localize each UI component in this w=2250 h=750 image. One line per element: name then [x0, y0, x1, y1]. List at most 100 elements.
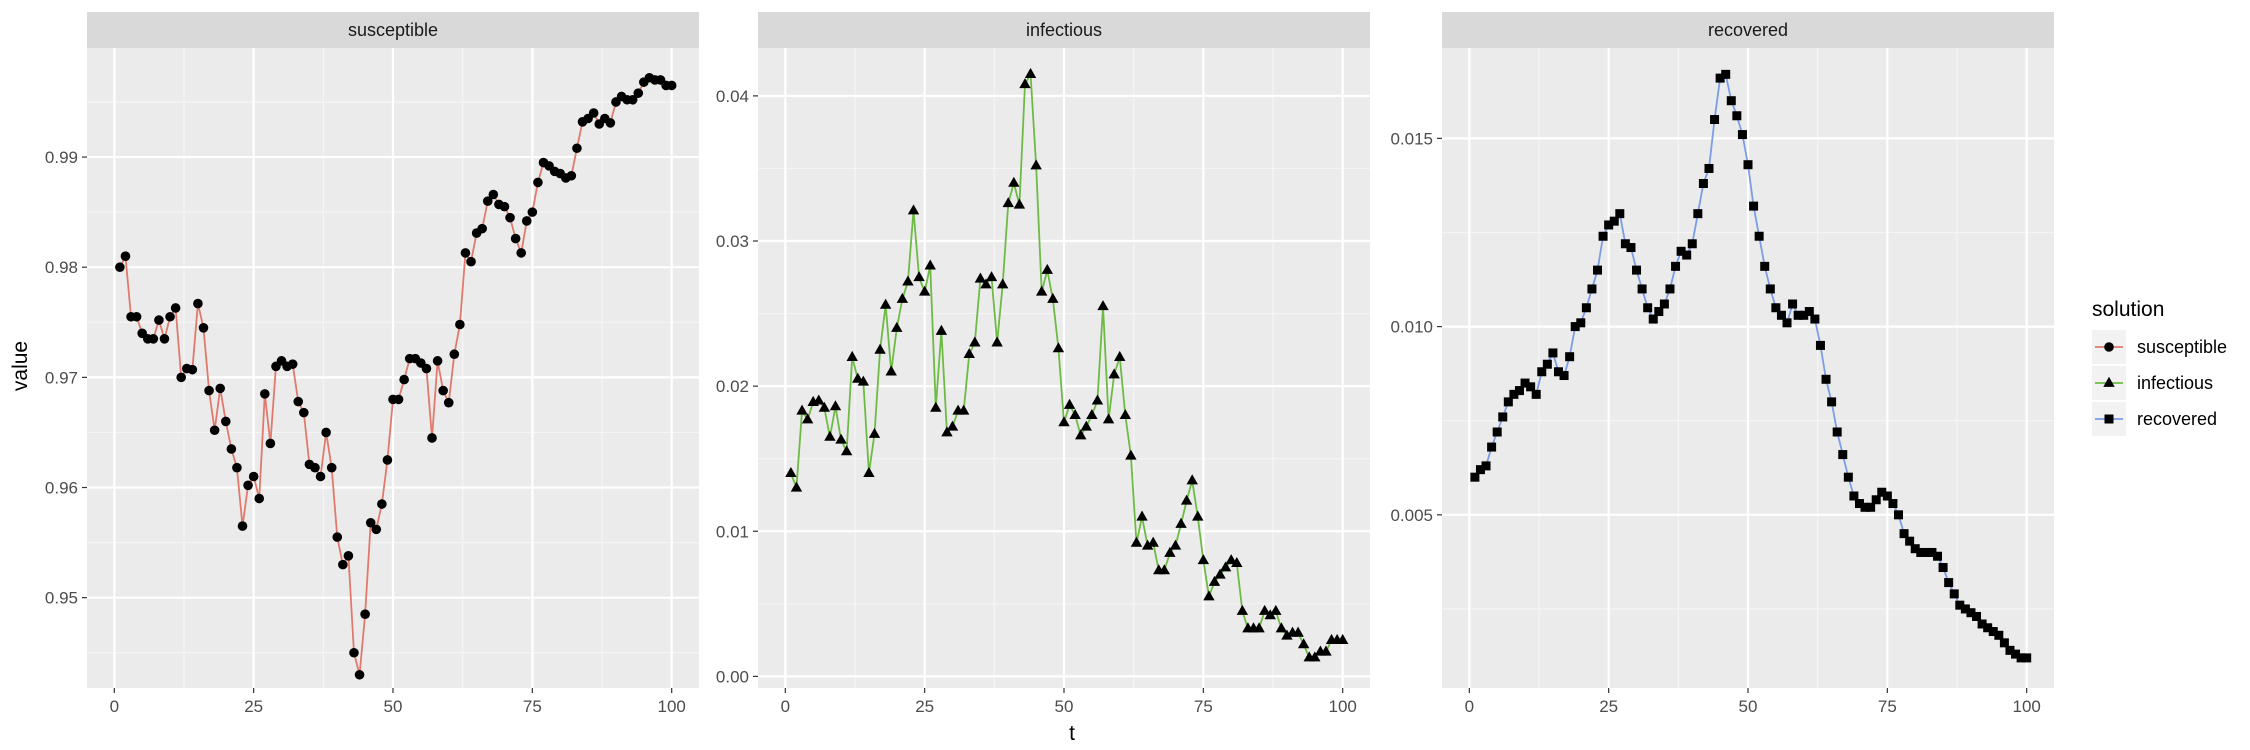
data-point-recovered: [1509, 389, 1519, 399]
y-tick-label: 0.010: [1390, 318, 1433, 337]
data-point-recovered: [1604, 220, 1614, 230]
data-point-infectious: [1275, 622, 1288, 633]
data-point-infectious: [1192, 510, 1204, 521]
data-point-recovered: [1637, 284, 1647, 294]
data-point-infectious: [1008, 176, 1020, 187]
x-tick-label: 25: [915, 697, 934, 716]
data-point-recovered: [1609, 216, 1619, 226]
data-point-recovered: [1882, 491, 1892, 501]
data-point-infectious: [996, 278, 1009, 289]
data-point-susceptible: [243, 480, 253, 491]
legend-item-infectious: infectious: [2092, 366, 2213, 400]
x-tick-label: 50: [1055, 697, 1074, 716]
data-point-recovered: [1921, 547, 1931, 557]
data-point-susceptible: [260, 389, 270, 399]
data-point-infectious: [1258, 604, 1271, 615]
data-point-susceptible: [421, 363, 432, 374]
data-point-infectious: [924, 259, 936, 270]
x-tick-label: 0: [110, 697, 119, 716]
data-point-recovered: [1860, 502, 1870, 512]
data-point-susceptible: [354, 669, 365, 680]
data-point-susceptible: [220, 416, 231, 427]
data-point-recovered: [2005, 645, 2015, 655]
data-point-recovered: [1698, 179, 1708, 189]
data-point-susceptible: [265, 438, 276, 449]
chart-panels: susceptible 0 25 50 75 100 0.95 0.96 0.97 0.98 0.9…: [45, 12, 2054, 716]
data-point-infectious: [1119, 408, 1132, 420]
data-point-infectious: [1097, 300, 1109, 311]
y-tick-label: 0.98: [45, 258, 78, 277]
legend-key-marker: [2104, 414, 2114, 424]
x-tick-label: 75: [523, 697, 542, 716]
data-point-recovered: [1570, 322, 1580, 332]
data-point-susceptible: [131, 311, 142, 322]
data-point-infectious: [1147, 536, 1159, 547]
data-point-susceptible: [315, 471, 326, 482]
data-point-recovered: [1938, 563, 1948, 573]
data-point-susceptible: [516, 248, 526, 258]
data-point-infectious: [902, 275, 914, 286]
data-point-recovered: [1838, 450, 1848, 460]
data-point-infectious: [857, 375, 870, 386]
data-point-recovered: [1726, 96, 1736, 106]
data-point-infectious: [1141, 539, 1154, 550]
y-tick-label: 0.97: [45, 368, 78, 387]
data-point-susceptible: [432, 356, 443, 366]
data-point-susceptible: [154, 315, 164, 325]
data-point-recovered: [2011, 649, 2021, 659]
data-point-infectious: [818, 401, 831, 412]
data-point-infectious: [1219, 561, 1232, 572]
data-point-recovered: [1754, 231, 1764, 241]
data-point-infectious: [868, 427, 881, 438]
data-point-infectious: [863, 467, 875, 478]
x-tick-label: 25: [244, 697, 263, 716]
x-tick-label: 0: [1465, 697, 1474, 716]
data-point-recovered: [1626, 243, 1636, 253]
data-point-susceptible: [510, 233, 521, 244]
data-point-recovered: [1542, 359, 1552, 369]
data-point-recovered: [1615, 209, 1625, 219]
data-point-susceptible: [482, 196, 493, 206]
data-point-recovered: [1999, 638, 2009, 648]
legend-key-marker: [2104, 342, 2114, 352]
data-point-susceptible: [120, 251, 131, 261]
data-point-recovered: [1994, 630, 2004, 640]
data-point-susceptible: [204, 385, 214, 396]
data-point-infectious: [1158, 564, 1171, 575]
data-point-recovered: [1972, 611, 1982, 621]
data-point-recovered: [1514, 386, 1524, 396]
data-point-susceptible: [159, 334, 170, 344]
strip-label: infectious: [1026, 20, 1102, 40]
data-point-susceptible: [293, 396, 304, 407]
data-point-recovered: [1598, 231, 1608, 241]
data-point-susceptible: [326, 462, 337, 473]
data-point-recovered: [1654, 307, 1664, 317]
data-point-recovered: [1498, 412, 1508, 422]
data-point-susceptible: [321, 427, 331, 438]
x-tick-label: 50: [384, 697, 403, 716]
data-point-recovered: [1849, 491, 1859, 501]
y-tick-label: 0.96: [45, 479, 78, 498]
y-tick-label: 0.99: [45, 148, 78, 167]
data-point-infectious: [974, 272, 987, 283]
data-point-infectious: [1114, 350, 1126, 361]
data-point-recovered: [1620, 239, 1630, 249]
data-point-susceptible: [215, 383, 226, 394]
data-point-recovered: [1737, 130, 1747, 140]
data-point-infectious: [813, 394, 825, 405]
data-point-recovered: [1676, 246, 1686, 256]
data-point-susceptible: [232, 462, 242, 473]
data-point-infectious: [1030, 159, 1042, 170]
data-point-susceptible: [310, 462, 320, 473]
x-tick-label: 75: [1194, 697, 1213, 716]
data-point-infectious: [801, 413, 814, 424]
data-point-infectious: [852, 372, 864, 383]
data-point-recovered: [1899, 529, 1909, 539]
data-point-recovered: [1815, 340, 1825, 350]
data-point-susceptible: [499, 201, 510, 212]
data-point-infectious: [969, 336, 981, 347]
data-point-susceptible: [382, 455, 393, 465]
data-point-infectious: [1058, 416, 1070, 427]
strip-label: recovered: [1708, 20, 1788, 40]
data-point-recovered: [1693, 209, 1703, 219]
